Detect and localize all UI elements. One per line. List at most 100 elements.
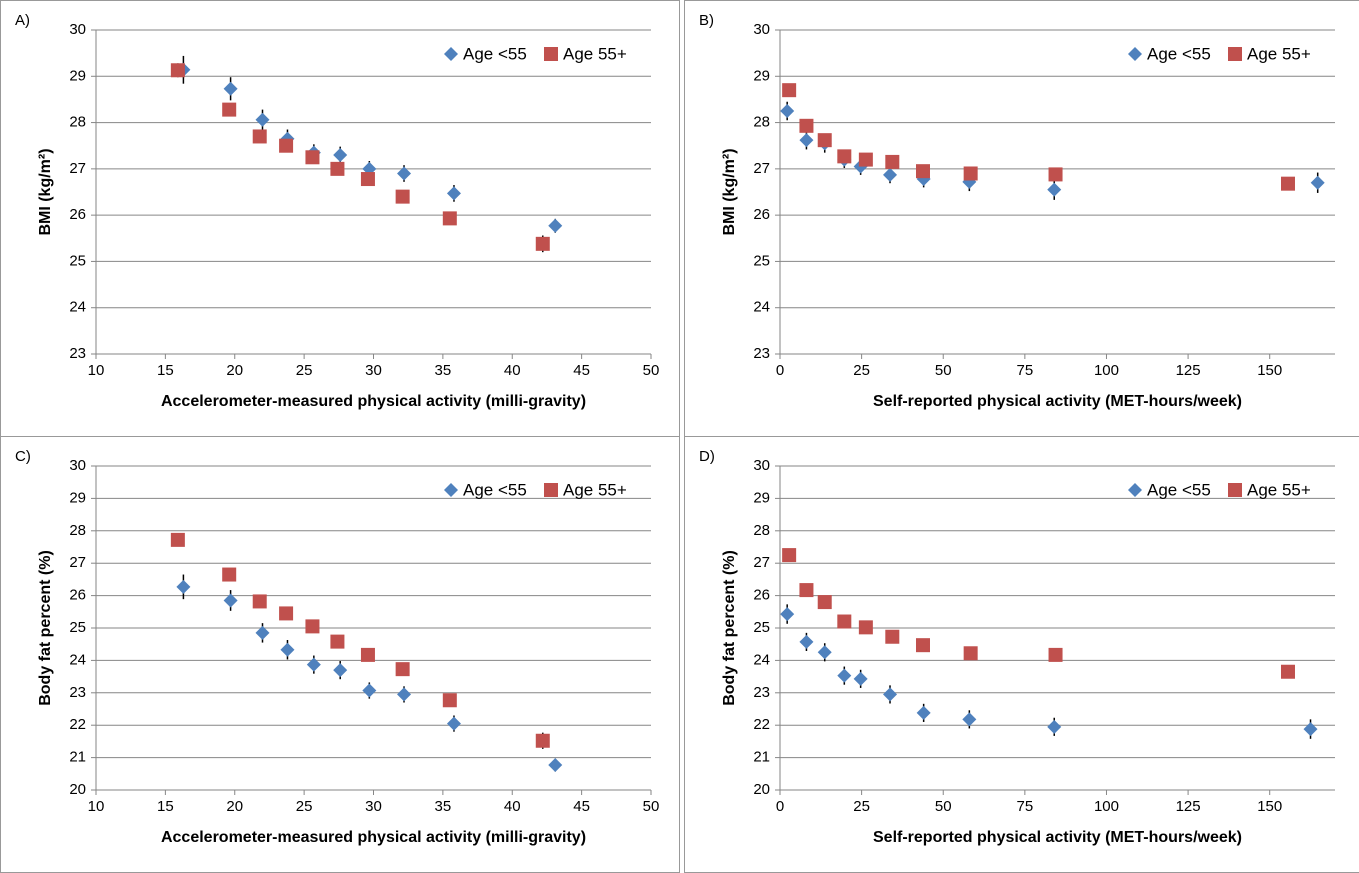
data-point (817, 595, 832, 610)
data-point (883, 167, 898, 182)
data-point (252, 129, 267, 144)
y-tick-label: 25 (69, 252, 86, 269)
data-point (330, 634, 345, 649)
y-tick-label: 30 (753, 457, 770, 474)
data-point (535, 236, 550, 251)
y-tick-label: 25 (753, 619, 770, 636)
y-tick-label: 28 (753, 114, 770, 131)
y-tick-label: 27 (69, 554, 86, 571)
x-tick-label: 25 (853, 798, 870, 815)
x-tick-label: 30 (365, 362, 382, 379)
data-point (837, 614, 852, 629)
x-tick-label: 45 (573, 798, 590, 815)
data-point (963, 166, 978, 181)
x-tick-label: 20 (226, 798, 243, 815)
data-point (799, 634, 814, 649)
y-tick-label: 23 (753, 345, 770, 362)
x-axis-title: Accelerometer-measured physical activity… (161, 829, 586, 846)
data-point (1280, 664, 1295, 679)
y-axis-title: BMI (kg/m²) (721, 148, 738, 235)
legend-marker (444, 483, 458, 497)
data-point (1047, 719, 1062, 734)
data-point (963, 646, 978, 661)
data-point (858, 152, 873, 167)
data-point (885, 154, 900, 169)
legend-marker (1128, 47, 1142, 61)
y-tick-label: 21 (753, 749, 770, 766)
x-tick-label: 125 (1176, 798, 1201, 815)
x-tick-label: 40 (504, 798, 521, 815)
data-point (782, 83, 797, 98)
data-point (362, 683, 377, 698)
y-tick-label: 24 (753, 651, 770, 668)
x-axis-title: Self-reported physical activity (MET-hou… (873, 393, 1242, 410)
data-point (858, 620, 873, 635)
y-tick-label: 22 (69, 716, 86, 733)
x-tick-label: 100 (1094, 798, 1119, 815)
x-tick-label: 150 (1257, 362, 1282, 379)
y-axis-title: Body fat percent (%) (721, 550, 738, 706)
data-point (1303, 722, 1318, 737)
x-tick-label: 50 (643, 362, 660, 379)
data-point (255, 625, 270, 640)
y-tick-label: 21 (69, 749, 86, 766)
legend-marker (1228, 47, 1242, 61)
data-point (360, 172, 375, 187)
data-point (176, 579, 191, 594)
chart-panel: A) 23 24 25 26 27 28 29 30 10 15 20 25 30 35 40 45 50 Acce… (0, 0, 680, 437)
data-point (255, 112, 270, 127)
y-tick-label: 29 (753, 489, 770, 506)
data-point (222, 102, 237, 117)
y-tick-label: 29 (753, 67, 770, 84)
legend-label: Age 55+ (563, 44, 627, 63)
x-tick-label: 45 (573, 362, 590, 379)
data-point (837, 668, 852, 683)
x-tick-label: 100 (1094, 362, 1119, 379)
panel-label: D) (699, 448, 715, 465)
y-tick-label: 26 (753, 587, 770, 604)
legend-label: Age <55 (1147, 480, 1211, 499)
data-point (333, 147, 348, 162)
data-point (442, 693, 457, 708)
data-point (330, 161, 345, 176)
data-point (817, 645, 832, 660)
y-tick-label: 20 (753, 781, 770, 798)
x-tick-label: 50 (935, 362, 952, 379)
y-tick-label: 28 (69, 114, 86, 131)
data-point (397, 166, 412, 181)
data-point (279, 138, 294, 153)
y-tick-label: 27 (753, 160, 770, 177)
x-tick-label: 35 (435, 798, 452, 815)
y-tick-label: 24 (69, 651, 86, 668)
chart-panel: B) 23 24 25 26 27 28 29 30 0 25 50 75 100 125 150 Self-r… (684, 0, 1359, 437)
y-tick-label: 27 (69, 160, 86, 177)
data-point (170, 63, 185, 78)
x-tick-label: 25 (853, 362, 870, 379)
y-axis-title: Body fat percent (%) (37, 550, 54, 706)
data-point (395, 662, 410, 677)
y-tick-label: 23 (753, 684, 770, 701)
legend-label: Age 55+ (563, 480, 627, 499)
data-point (1310, 175, 1325, 190)
x-tick-label: 40 (504, 362, 521, 379)
y-tick-label: 29 (69, 489, 86, 506)
y-tick-label: 24 (69, 299, 86, 316)
y-tick-label: 30 (753, 21, 770, 38)
x-tick-label: 75 (1017, 798, 1034, 815)
data-point (170, 532, 185, 547)
legend-marker (544, 483, 558, 497)
y-tick-label: 28 (753, 522, 770, 539)
data-point (915, 164, 930, 179)
y-tick-label: 20 (69, 781, 86, 798)
data-point (837, 149, 852, 164)
data-point (252, 594, 267, 609)
legend-label: Age 55+ (1247, 480, 1311, 499)
y-axis-title: BMI (kg/m²) (37, 148, 54, 235)
y-tick-label: 25 (69, 619, 86, 636)
legend-label: Age <55 (463, 480, 527, 499)
data-point (853, 671, 868, 686)
legend-label: Age <55 (1147, 44, 1211, 63)
data-point (333, 663, 348, 678)
y-tick-label: 24 (753, 299, 770, 316)
